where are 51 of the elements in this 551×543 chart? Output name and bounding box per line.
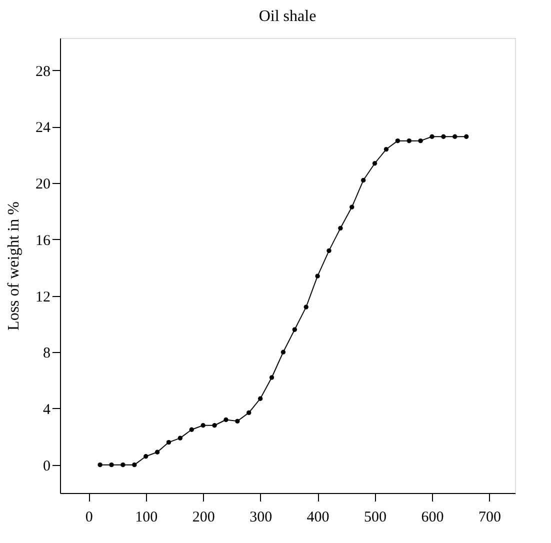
point (441, 134, 446, 139)
point (235, 418, 240, 424)
y-tick-label: 20 (36, 176, 50, 193)
point (200, 423, 206, 428)
point (189, 427, 194, 432)
point (350, 204, 354, 210)
y-tick-label: 8 (43, 346, 50, 362)
x-tick-label: 100 (135, 510, 158, 526)
point (326, 248, 332, 254)
point (178, 436, 183, 440)
point (258, 396, 263, 401)
point (395, 138, 400, 144)
point (452, 134, 458, 139)
point (292, 327, 297, 332)
point (154, 450, 160, 454)
y-tick-label: 12 (36, 289, 50, 306)
x-tick-label: 500 (364, 510, 387, 526)
y-tick-label: 28 (36, 64, 50, 80)
y-tick-label: 4 (43, 402, 51, 418)
point (132, 462, 137, 468)
point (246, 410, 252, 416)
point (224, 417, 228, 422)
point (120, 462, 126, 468)
x-tick-label: 300 (250, 510, 272, 526)
point (304, 304, 308, 310)
point (109, 462, 114, 468)
point (212, 423, 217, 428)
x-tick-label: 400 (306, 510, 330, 526)
y-tick-label: 0 (43, 458, 50, 474)
point (360, 178, 366, 183)
point (372, 161, 378, 166)
chart-title: Oil shale (258, 8, 316, 25)
y-axis-title: Loss of weight in % (6, 202, 22, 330)
point (144, 454, 148, 459)
point (418, 138, 423, 144)
point (338, 226, 343, 231)
point (315, 274, 320, 278)
point (166, 440, 172, 445)
point (384, 146, 389, 152)
point (464, 134, 469, 139)
point (406, 138, 412, 144)
point (280, 350, 286, 354)
y-tick-label: 16 (36, 232, 51, 249)
x-tick-label: 200 (192, 510, 215, 526)
point (98, 462, 102, 468)
x-tick-label: 700 (478, 510, 501, 526)
x-tick-label: 0 (85, 510, 93, 526)
y-tick-label: 24 (36, 120, 51, 136)
x-tick-label: 600 (421, 510, 444, 526)
point (430, 134, 434, 139)
point (269, 375, 274, 380)
